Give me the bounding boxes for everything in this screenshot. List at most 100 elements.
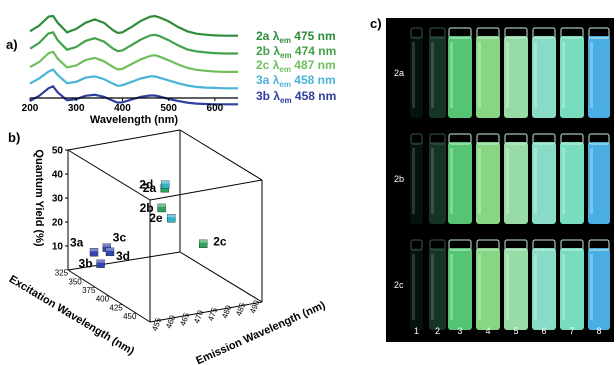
data-point-2e [166,214,176,223]
legend-name: 2c [256,58,273,72]
series-line-2c [29,50,238,73]
y-tick-label: 10 [52,242,64,253]
emission-tick-label: 470 [192,309,205,325]
data-point-highlight [157,203,166,207]
data-point-highlight [199,239,208,243]
vial-neck [429,133,446,145]
vial-neck [448,27,472,39]
vial-2a-6 [532,36,556,118]
legend-lambda: λ [273,29,280,43]
row-label-2b: 2b [394,174,404,184]
excitation-axis-line [67,269,151,323]
vial-number-7: 7 [569,326,574,336]
point-label-2a: 2a [143,181,157,195]
vial-glare [450,254,453,320]
point-label-3a: 3a [70,235,84,249]
x-tick-label: 600 [207,103,224,114]
legend-entry-2a: 2a λem 475 nm [256,29,336,45]
vial-neck [504,27,528,39]
vial-number-8: 8 [596,326,601,336]
vial-number-6: 6 [541,326,546,336]
vial-glare [562,148,565,214]
vial-number-2: 2 [435,326,440,336]
back-floor-edge [179,251,263,303]
vial-glare [506,148,509,214]
legend-lambda: λ [273,73,280,87]
legend-value: 475 nm [291,29,336,43]
vial-neck [504,133,528,145]
vial-2b-4 [476,142,500,224]
x-axis-title: Wavelength (nm) [90,114,179,126]
legend-lambda: λ [273,89,280,103]
vial-2c-8 [588,248,610,330]
series-line-3a [29,68,238,90]
excitation-tick-label: 425 [109,303,123,312]
vial-neck [588,27,610,39]
top-back-edge [67,129,181,151]
vial-neck [560,239,584,251]
vial-neck [410,239,423,251]
legend-entry-2c: 2c λem 487 nm [256,58,336,74]
data-point-highlight [96,259,105,263]
vial-2c-2 [429,248,446,330]
excitation-tick-label: 450 [123,312,137,321]
vial-2b-8 [588,142,610,224]
vial-neck [429,27,446,39]
data-point-2c [198,239,208,248]
series-line-2a [29,14,238,37]
vial-neck [448,133,472,145]
vial-glare [412,254,415,320]
vial-glare [478,42,481,108]
vial-2b-3 [448,142,472,224]
x-tick-label: 400 [114,103,131,114]
floor-back-edge [67,251,181,271]
vial-glare [590,148,593,214]
vial-neck [504,239,528,251]
data-point-highlight [102,243,111,247]
vial-glare [590,254,593,320]
point-label-3d: 3d [116,249,130,263]
vial-neck [448,239,472,251]
vial-glare [506,254,509,320]
legend-subscript: em [280,96,292,105]
vial-glare [431,42,434,108]
emission-tick-label: 475 [206,306,219,322]
y-axis-title: Quantum Yield (%) [33,149,45,247]
vial-glare [478,254,481,320]
panel-b-letter: b) [8,130,20,145]
vial-neck [532,27,556,39]
data-point-3b [96,259,105,268]
row-label-2a: 2a [394,68,404,78]
vial-2b-5 [504,142,528,224]
emission-tick-label: 480 [220,304,233,320]
legend-entry-3b: 3b λem 458 nm [256,89,336,105]
excitation-tick-label: 375 [82,286,96,295]
x-tick-label: 500 [160,103,177,114]
vial-neck [410,27,423,39]
absorption-spectra-chart: 200 300 400 500 600 Wavelength (nm) 2a λem 4… [22,14,336,126]
vial-2a-5 [504,36,528,118]
vial-2b-7 [560,142,584,224]
excitation-tick-label: 325 [55,269,69,278]
series-line-2b [29,31,238,55]
vial-glare [431,148,434,214]
legend-name: 2a [256,29,273,43]
vial-number-4: 4 [485,326,490,336]
vial-glare [534,254,537,320]
vial-2b-6 [532,142,556,224]
vial-glare [534,42,537,108]
vial-glare [412,148,415,214]
data-point-3d [105,247,115,257]
y-tick-label: 30 [52,194,64,205]
legend-name: 3b [256,89,273,103]
vial-neck [476,27,500,39]
legend-lambda: λ [273,58,280,72]
vial-photograph: 2a 2b 2c 1 2 3 4 5 6 7 8 [386,18,614,342]
vial-number-1: 1 [414,326,419,336]
legend-value: 458 nm [292,89,337,103]
vial-neck [532,239,556,251]
vial-2a-7 [560,36,584,118]
y-tick-label: 50 [52,146,64,157]
legend-entry-2b: 2b λem 474 nm [256,44,336,60]
